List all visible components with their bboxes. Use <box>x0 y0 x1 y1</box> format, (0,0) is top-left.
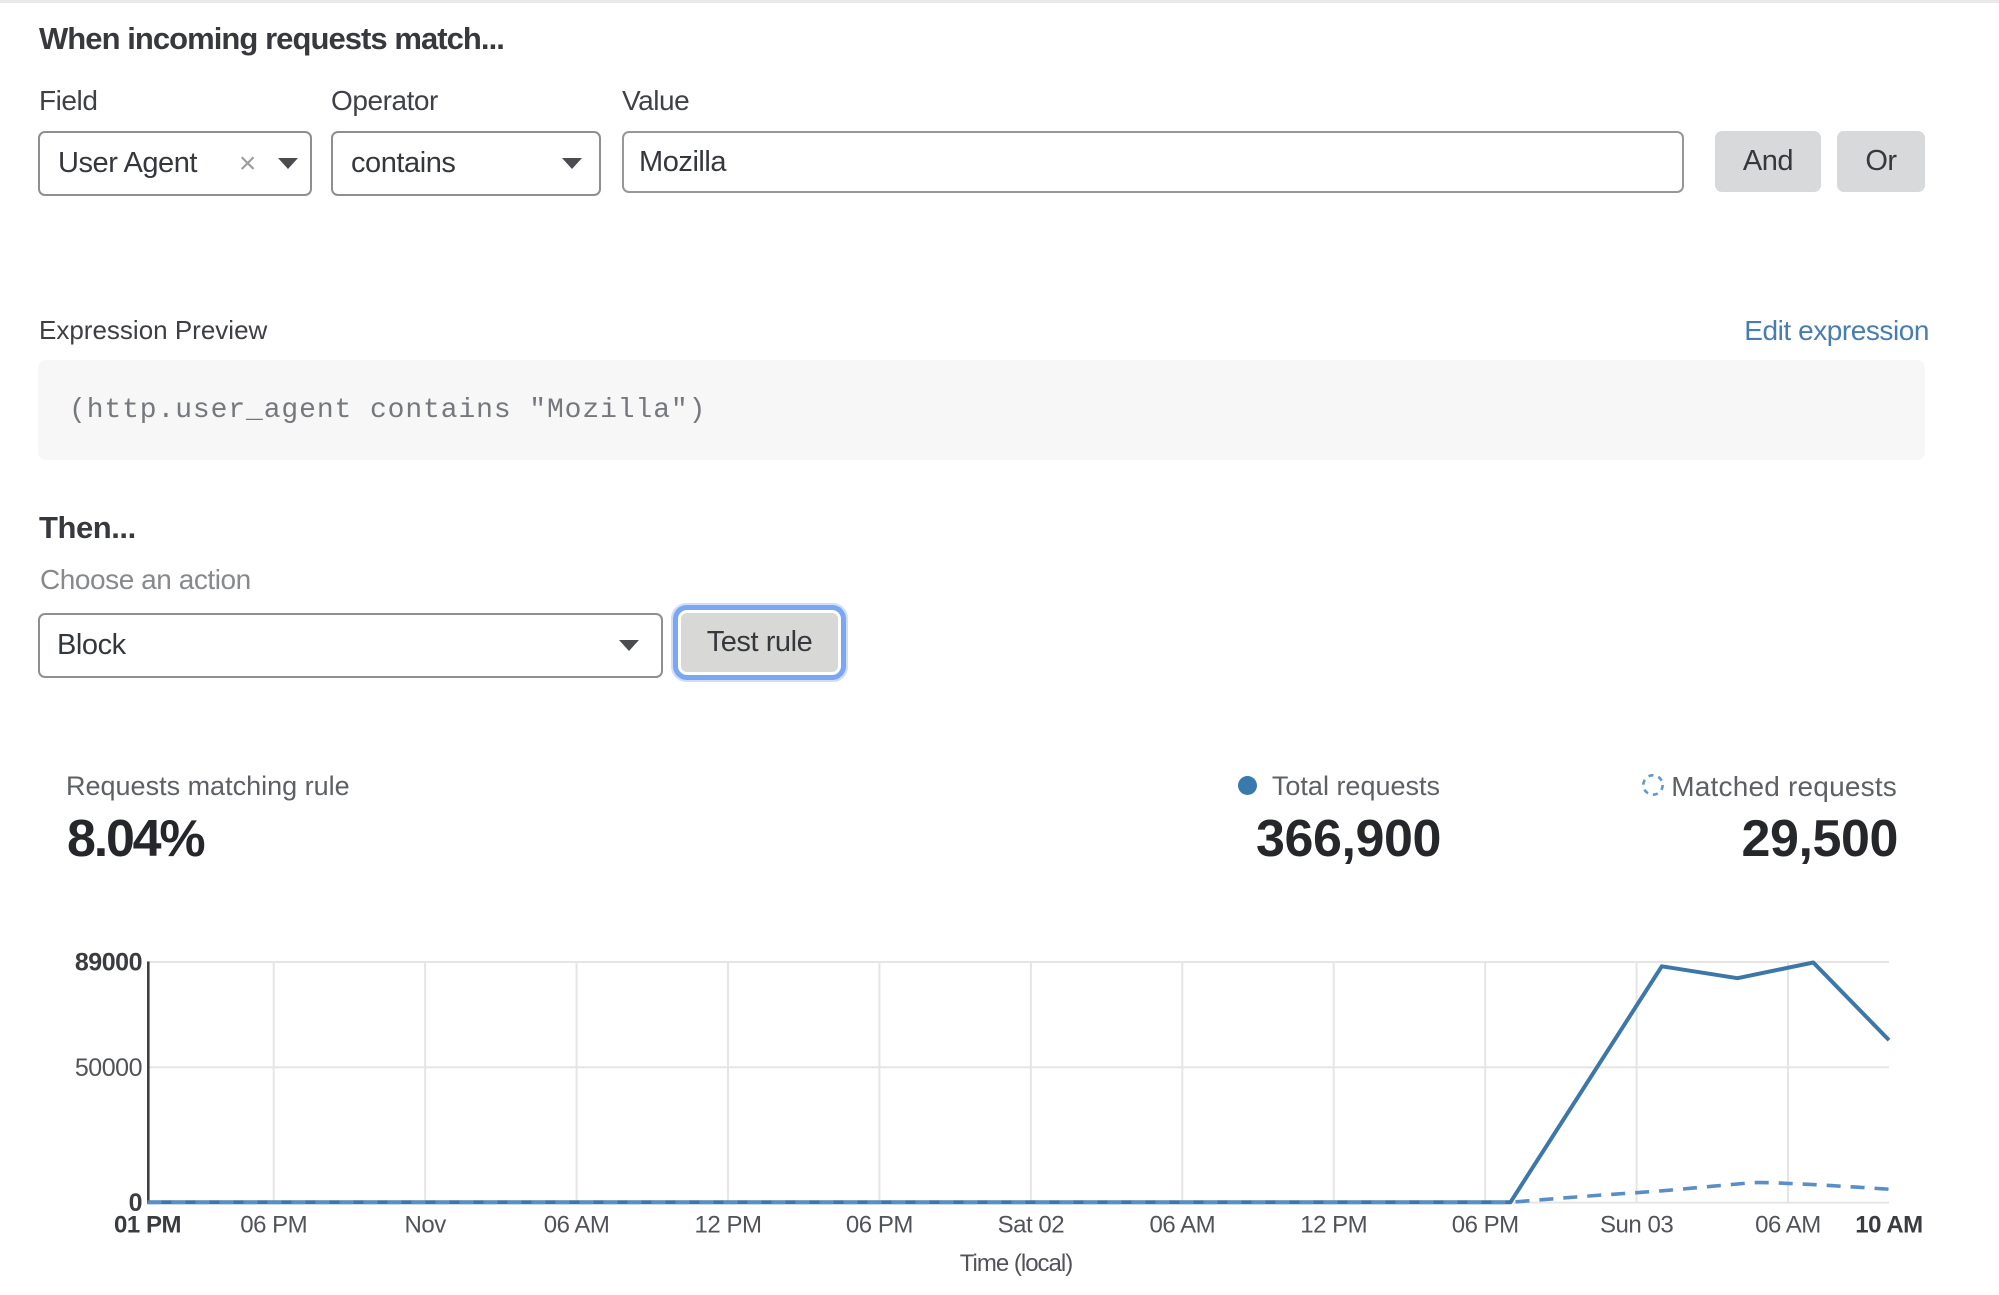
svg-text:12 PM: 12 PM <box>695 1212 762 1239</box>
svg-text:12 PM: 12 PM <box>1300 1212 1367 1239</box>
svg-text:Nov: Nov <box>404 1212 446 1239</box>
svg-text:06 AM: 06 AM <box>1149 1212 1215 1239</box>
svg-text:0: 0 <box>129 1189 142 1217</box>
svg-text:06 PM: 06 PM <box>1452 1212 1519 1239</box>
svg-text:06 PM: 06 PM <box>240 1212 307 1239</box>
svg-text:50000: 50000 <box>75 1054 142 1082</box>
svg-text:06 AM: 06 AM <box>544 1212 610 1239</box>
svg-text:10 AM: 10 AM <box>1855 1212 1922 1239</box>
svg-text:06 PM: 06 PM <box>846 1212 913 1239</box>
svg-text:Time (local): Time (local) <box>960 1250 1072 1277</box>
svg-text:Sat 02: Sat 02 <box>998 1212 1065 1239</box>
svg-text:Sun 03: Sun 03 <box>1600 1212 1673 1239</box>
svg-text:01 PM: 01 PM <box>114 1212 181 1239</box>
svg-text:89000: 89000 <box>75 949 142 977</box>
svg-text:06 AM: 06 AM <box>1755 1212 1821 1239</box>
